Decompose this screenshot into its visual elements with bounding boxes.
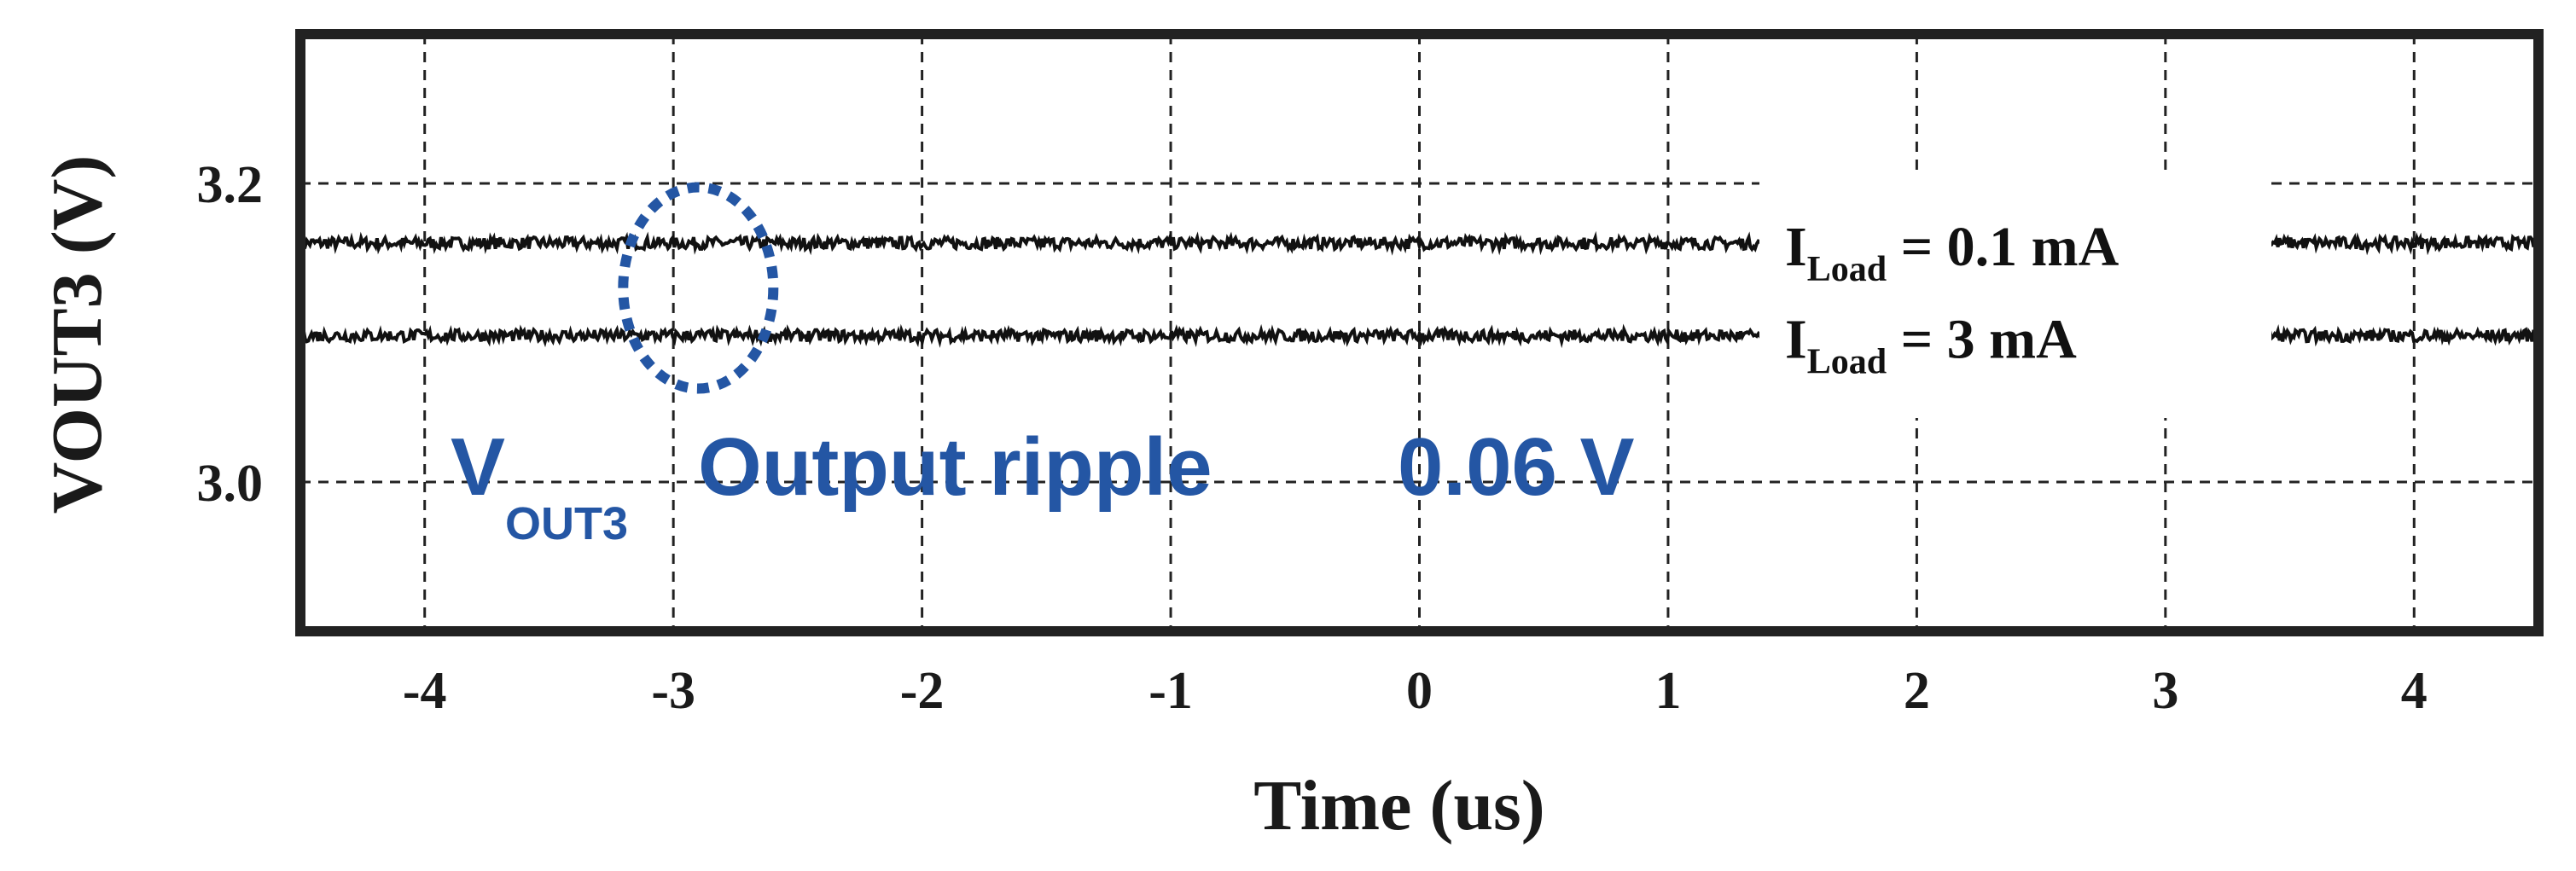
y-axis-label: VOUT3 (V) bbox=[38, 155, 117, 514]
x-tick-labels: -4 -3 -2 -1 0 1 2 3 4 bbox=[403, 662, 2428, 720]
y-tick-label: 3.2 bbox=[197, 156, 264, 214]
x-tick-label: 0 bbox=[1406, 662, 1433, 720]
x-tick-label: -4 bbox=[403, 662, 447, 720]
annotation: VOUT3 Output ripple 0.06 V bbox=[451, 182, 1635, 549]
plot-frame bbox=[295, 29, 2544, 636]
x-tick-label: -3 bbox=[651, 662, 695, 720]
annotation-text: Output ripple bbox=[698, 421, 1212, 513]
x-tick-label: 1 bbox=[1654, 662, 1681, 720]
legend-background bbox=[1759, 171, 2271, 418]
x-tick-label: -1 bbox=[1148, 662, 1193, 720]
annotation-value: 0.06 V bbox=[1398, 421, 1635, 513]
x-axis-label: Time (us) bbox=[1253, 766, 1544, 845]
x-tick-label: 3 bbox=[2152, 662, 2178, 720]
y-tick-label: 3.0 bbox=[197, 455, 264, 513]
y-tick-labels: 3.0 3.2 bbox=[197, 156, 264, 513]
legend: ILoad = 0.1 mA ILoad = 3 mA bbox=[1785, 216, 2120, 382]
x-tick-label: -2 bbox=[900, 662, 945, 720]
x-tick-label: 4 bbox=[2401, 662, 2428, 720]
annotation-vout3: VOUT3 bbox=[451, 421, 628, 549]
legend-entry-1: ILoad = 3 mA bbox=[1785, 309, 2077, 382]
legend-entry-0: ILoad = 0.1 mA bbox=[1785, 216, 2120, 289]
x-tick-label: 2 bbox=[1904, 662, 1930, 720]
ripple-circle bbox=[618, 182, 779, 394]
